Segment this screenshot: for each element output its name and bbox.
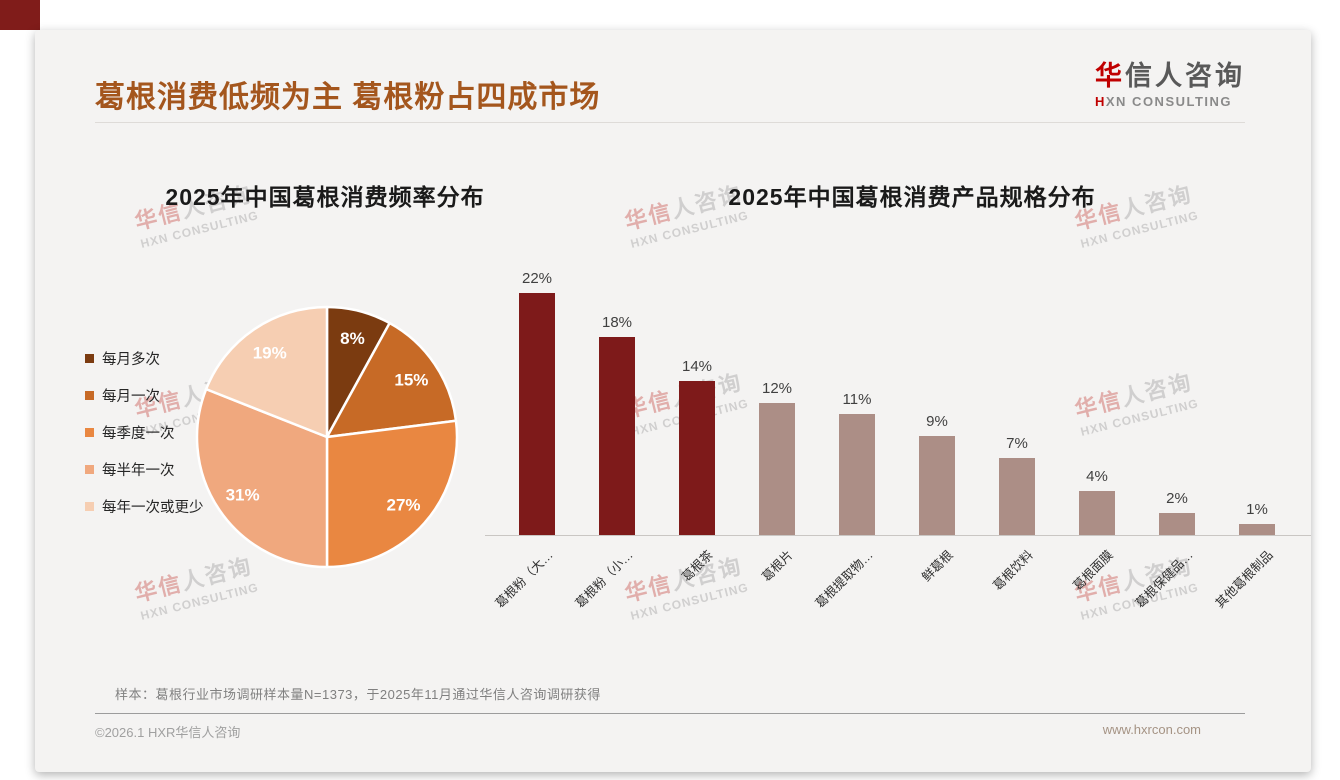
logo-text-cn: 华信人咨询	[1095, 61, 1245, 92]
legend-item: 每月一次	[85, 377, 204, 414]
bar	[759, 403, 795, 535]
pie-chart-title: 2025年中国葛根消费频率分布	[165, 184, 485, 210]
bar-value-label: 12%	[761, 380, 793, 397]
legend-label: 每季度一次	[102, 426, 175, 442]
pie-slice-label: 31%	[226, 485, 260, 504]
footer-divider	[95, 713, 1245, 714]
legend-swatch	[85, 354, 94, 363]
footer-copyright: ©2026.1 HXR华信人咨询	[95, 725, 241, 740]
bar-value-label: 1%	[1246, 501, 1268, 518]
legend-label: 每月多次	[102, 352, 160, 368]
bar-value-label: 2%	[1166, 490, 1188, 507]
pie-slice	[325, 321, 458, 439]
legend-label: 每年一次或更少	[102, 500, 204, 516]
title-divider	[95, 122, 1245, 123]
logo-accent-char: 华	[1095, 61, 1125, 91]
logo-rest-chars: 信人咨询	[1125, 61, 1245, 91]
bar-value-label: 7%	[1006, 435, 1028, 452]
legend-swatch	[85, 465, 94, 474]
legend-swatch	[85, 428, 94, 437]
bar-value-label: 4%	[1086, 468, 1108, 485]
pie-slice-label: 8%	[340, 329, 365, 348]
legend-label: 每半年一次	[102, 463, 175, 479]
bar-value-label: 22%	[521, 270, 553, 287]
bar-chart-title: 2025年中国葛根消费产品规格分布	[728, 184, 1096, 210]
bar-chart: 22% 葛根粉（大… 18% 葛根粉（小… 14% 葛根茶 12% 葛根片 11% 葛根提取物… 9…	[35, 30, 1311, 772]
pie-legend: 每月多次每月一次每季度一次每半年一次每年一次或更少	[85, 340, 204, 525]
bar	[519, 293, 555, 535]
pie-slice-label: 15%	[394, 371, 428, 390]
bar-value-label: 14%	[681, 358, 713, 375]
logo-en-rest-chars: XN CONSULTING	[1105, 93, 1233, 109]
company-logo: 华信人咨询 HXN CONSULTING	[1095, 61, 1245, 109]
legend-item: 每半年一次	[85, 451, 204, 488]
bar	[1239, 524, 1275, 535]
pie-slice-label: 27%	[386, 495, 420, 514]
bar-value-label: 11%	[842, 391, 872, 408]
pie-slice	[325, 419, 459, 569]
corner-accent-shape	[0, 0, 40, 30]
legend-item: 每年一次或更少	[85, 488, 204, 525]
bar	[679, 381, 715, 535]
legend-swatch	[85, 502, 94, 511]
bar	[1159, 513, 1195, 535]
page-title: 葛根消费低频为主 葛根粉占四成市场	[95, 81, 601, 114]
bar-value-label: 9%	[926, 413, 948, 430]
pie-slice	[204, 305, 329, 439]
bar	[919, 436, 955, 535]
footer-website: www.hxrcon.com	[1102, 722, 1201, 737]
logo-en-accent-char: H	[1095, 93, 1106, 109]
bar-value-label: 18%	[601, 314, 633, 331]
legend-label: 每月一次	[102, 389, 160, 405]
bar	[599, 337, 635, 535]
legend-item: 每季度一次	[85, 414, 204, 451]
pie-slice	[195, 387, 329, 569]
pie-chart: 8% 15% 27% 31% 19%	[195, 305, 459, 569]
slide-card: 华信人咨询 HXN CONSULTING 华信人咨询 HXN CONSULTING 华信…	[35, 30, 1311, 772]
bar	[999, 458, 1035, 535]
pie-slice-label: 19%	[253, 344, 287, 363]
logo-text-en: HXN CONSULTING	[1095, 94, 1245, 109]
bar-axis-line	[485, 535, 1311, 536]
legend-item: 每月多次	[85, 340, 204, 377]
legend-swatch	[85, 391, 94, 400]
bar	[1079, 491, 1115, 535]
sample-footnote: 样本：葛根行业市场调研样本量N=1373，于2025年11月通过华信人咨询调研获…	[115, 687, 601, 702]
pie-chart-wrap: 8% 15% 27% 31% 19%	[182, 292, 472, 582]
bar	[839, 414, 875, 535]
